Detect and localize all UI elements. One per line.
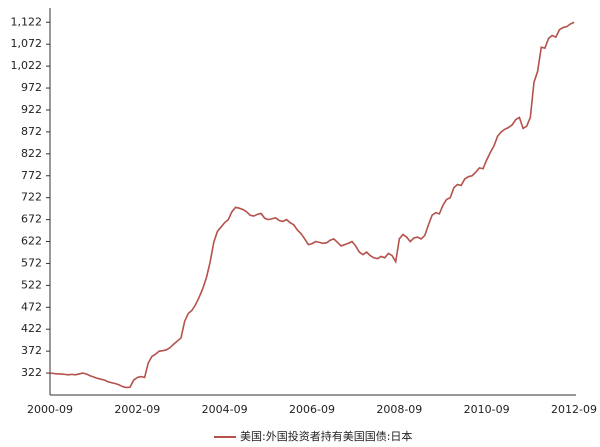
y-tick-label: 872 [21,125,42,138]
x-tick-label: 2006-09 [289,403,335,416]
x-tick-label: 2004-09 [202,403,248,416]
y-tick-label: 722 [21,191,42,204]
x-tick-label: 2008-09 [376,403,422,416]
y-tick-label: 322 [21,366,42,379]
x-tick-label: 2010-09 [464,403,510,416]
y-tick-label: 922 [21,103,42,116]
y-tick-label: 972 [21,81,42,94]
y-tick-label: 1,072 [11,37,43,50]
y-tick-label: 822 [21,147,42,160]
y-tick-label: 372 [21,344,42,357]
y-tick-label: 1,122 [11,15,43,28]
y-tick-label: 422 [21,322,42,335]
legend-label: 美国:外国投资者持有美国国债:日本 [240,429,412,443]
y-tick-label: 522 [21,278,42,291]
x-tick-label: 2012-09 [551,403,597,416]
y-tick-label: 772 [21,169,42,182]
y-tick-label: 622 [21,235,42,248]
y-tick-label: 472 [21,300,42,313]
x-tick-label: 2000-09 [27,403,73,416]
y-tick-label: 572 [21,256,42,269]
y-tick-label: 672 [21,213,42,226]
x-tick-label: 2002-09 [114,403,160,416]
y-tick-label: 1,022 [11,59,43,72]
data-line [49,21,575,389]
